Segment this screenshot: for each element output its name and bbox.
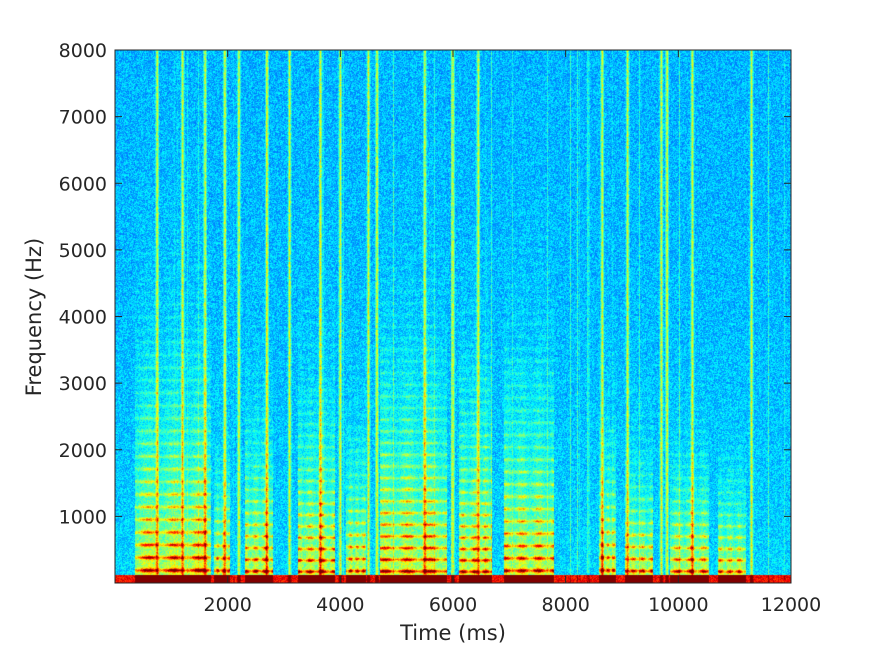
y-tick-label: 2000 — [59, 440, 107, 462]
y-tick-label: 6000 — [59, 173, 107, 195]
y-tick-label: 5000 — [59, 240, 107, 262]
x-tick-label: 8000 — [541, 594, 589, 616]
y-tick-label: 4000 — [59, 307, 107, 329]
y-tick-label: 8000 — [59, 40, 107, 62]
plot-frame — [114, 49, 792, 584]
y-tick-label: 1000 — [59, 506, 107, 528]
y-tick-label: 3000 — [59, 373, 107, 395]
x-tick-label: 4000 — [316, 594, 364, 616]
y-axis-label: Frequency (Hz) — [22, 238, 46, 396]
x-tick-label: 12000 — [761, 594, 821, 616]
x-tick-label: 2000 — [203, 594, 251, 616]
spectrogram-image — [115, 50, 791, 583]
y-tick-label: 7000 — [59, 107, 107, 129]
x-tick-label: 10000 — [648, 594, 708, 616]
x-axis-label: Time (ms) — [399, 621, 506, 645]
x-tick-label: 6000 — [429, 594, 477, 616]
